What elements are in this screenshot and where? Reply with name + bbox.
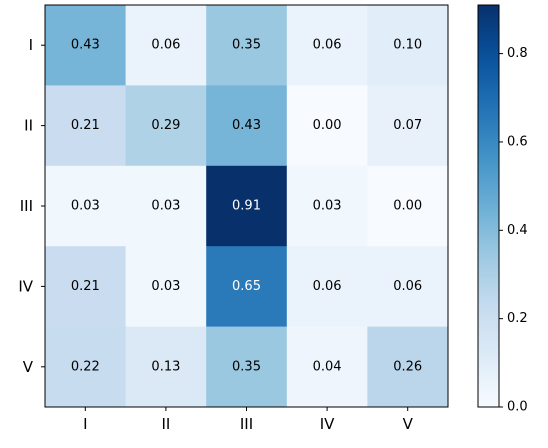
x-tick-label: II bbox=[161, 415, 170, 433]
cell-value-label: 0.26 bbox=[393, 359, 422, 374]
cell-value-label: 0.29 bbox=[151, 118, 180, 133]
cell-value-label: 0.06 bbox=[313, 279, 342, 294]
heatmap-cell bbox=[125, 246, 207, 328]
cell-value-label: 0.07 bbox=[393, 118, 422, 133]
x-tick-label: III bbox=[240, 415, 253, 433]
colorbar-tick-label: 0.0 bbox=[507, 400, 528, 415]
heatmap-cell bbox=[45, 5, 127, 86]
x-tick-label: V bbox=[403, 415, 414, 433]
heatmap-cell bbox=[286, 326, 368, 408]
y-tick-label: V bbox=[23, 358, 34, 376]
heatmap-cell bbox=[206, 165, 288, 247]
cell-value-label: 0.35 bbox=[232, 38, 261, 53]
heatmap-cell bbox=[45, 326, 127, 408]
heatmap-cell bbox=[286, 246, 368, 328]
x-tick-label: IV bbox=[320, 415, 335, 433]
heatmap-cell bbox=[45, 165, 127, 247]
heatmap-cell bbox=[367, 326, 449, 408]
y-tick-label: III bbox=[20, 197, 33, 215]
cell-value-label: 0.06 bbox=[313, 38, 342, 53]
y-tick-label: IV bbox=[18, 277, 33, 295]
colorbar-tick-label: 0.4 bbox=[507, 223, 528, 238]
heatmap-cell bbox=[206, 246, 288, 328]
heatmap-cell bbox=[45, 85, 127, 167]
heatmap-cell bbox=[286, 85, 368, 167]
heatmap-cell bbox=[286, 165, 368, 247]
heatmap-cell bbox=[367, 246, 449, 328]
heatmap-cell bbox=[367, 165, 449, 247]
heatmap-cell bbox=[206, 5, 288, 86]
heatmap-cell bbox=[367, 85, 449, 167]
heatmap-cell bbox=[206, 326, 288, 408]
heatmap-cell bbox=[45, 246, 127, 328]
colorbar-tick-label: 0.6 bbox=[507, 134, 528, 149]
cell-value-label: 0.10 bbox=[393, 38, 422, 53]
cell-value-label: 0.00 bbox=[393, 199, 422, 214]
cell-value-label: 0.13 bbox=[151, 359, 180, 374]
y-tick-label: I bbox=[29, 36, 33, 54]
cell-value-label: 0.21 bbox=[71, 279, 100, 294]
heatmap-cell bbox=[125, 5, 207, 86]
cell-value-label: 0.06 bbox=[393, 279, 422, 294]
cell-value-label: 0.03 bbox=[151, 279, 180, 294]
heatmap-cell bbox=[286, 5, 368, 86]
cell-value-label: 0.35 bbox=[232, 359, 261, 374]
cell-value-label: 0.03 bbox=[151, 199, 180, 214]
colorbar-tick-label: 0.8 bbox=[507, 46, 528, 61]
cell-value-label: 0.43 bbox=[71, 38, 100, 53]
cell-value-label: 0.06 bbox=[151, 38, 180, 53]
heatmap-cell bbox=[125, 85, 207, 167]
heatmap-cell bbox=[206, 85, 288, 167]
heatmap-cell bbox=[125, 165, 207, 247]
cell-value-label: 0.03 bbox=[313, 199, 342, 214]
cell-value-label: 0.03 bbox=[71, 199, 100, 214]
colorbar: 0.0 0.2 0.4 0.6 0.8 bbox=[477, 4, 528, 415]
x-tick-label: I bbox=[83, 415, 87, 433]
cell-value-label: 0.04 bbox=[313, 359, 342, 374]
colorbar-gradient bbox=[477, 4, 500, 408]
heatmap-cell bbox=[125, 326, 207, 408]
y-tick-label: II bbox=[24, 117, 33, 135]
heatmap-cells: 0.43 0.06 0.35 0.06 0.10 0.21 0.29 0.43 0.00 0.07… bbox=[45, 5, 449, 408]
cell-value-label: 0.21 bbox=[71, 118, 100, 133]
x-axis: I II III IV V bbox=[83, 407, 414, 433]
colorbar-tick-label: 0.2 bbox=[507, 311, 528, 326]
cell-value-label: 0.43 bbox=[232, 118, 261, 133]
cell-value-label: 0.22 bbox=[71, 359, 100, 374]
heatmap-cell bbox=[367, 5, 449, 86]
cell-value-label: 0.91 bbox=[232, 199, 261, 214]
cell-value-label: 0.65 bbox=[232, 279, 261, 294]
cell-value-label: 0.00 bbox=[313, 118, 342, 133]
